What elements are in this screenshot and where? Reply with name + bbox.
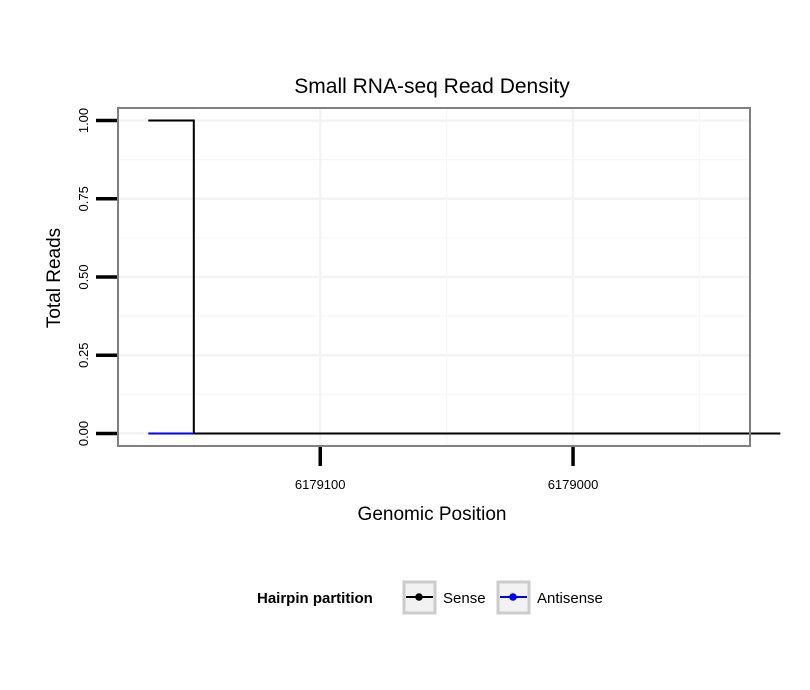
legend-label-antisense: Antisense: [537, 590, 603, 607]
y-axis-title: Total Reads: [44, 228, 65, 328]
legend: Hairpin partition Sense Antisense: [257, 580, 603, 615]
x-tick-label-0: 6179100: [295, 477, 346, 492]
y-tick-label-0: 0.00: [76, 421, 91, 446]
x-axis-title: Genomic Position: [358, 504, 507, 525]
series-layer: [148, 119, 781, 435]
y-tick-label-4: 1.00: [76, 108, 91, 133]
legend-title: Hairpin partition: [257, 590, 373, 607]
y-tick-label-3: 0.75: [76, 186, 91, 211]
x-tick-label-1: 6179000: [548, 477, 599, 492]
legend-key-antisense-point: [509, 593, 517, 601]
series-line-sense: [148, 119, 781, 435]
y-tick-label-2: 0.50: [76, 264, 91, 289]
plot-panel-border: [117, 107, 751, 447]
grid-layer: [118, 108, 750, 446]
chart-title: Small RNA-seq Read Density: [294, 75, 570, 98]
axis-layer: 0.00 0.25 0.50 0.75 1.00 6179100 6179000: [76, 108, 598, 492]
legend-key-sense-point: [415, 593, 423, 601]
y-tick-label-1: 0.25: [76, 343, 91, 368]
legend-label-sense: Sense: [443, 590, 486, 607]
